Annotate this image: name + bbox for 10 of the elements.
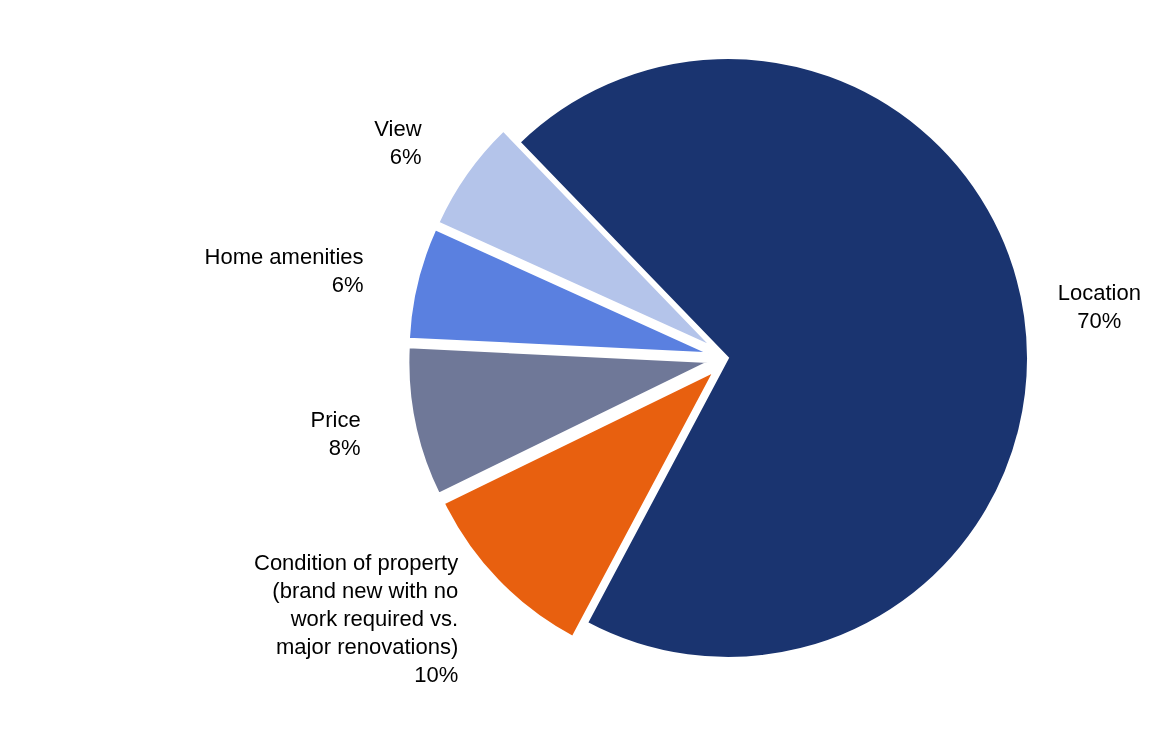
data-label: 10% (414, 662, 459, 687)
data-label: 6% (331, 271, 364, 297)
data-label: 8% (328, 434, 361, 460)
slice-label: Price (310, 406, 361, 432)
slice-label: Home amenities (204, 243, 364, 269)
slice-label: Location (1057, 279, 1141, 305)
slice-label: View (374, 115, 422, 141)
slice-label: Condition of property (brand new with no work required vs. major renovations) (254, 550, 459, 659)
data-label: 70% (1077, 307, 1122, 333)
data-label: 6% (389, 143, 422, 169)
